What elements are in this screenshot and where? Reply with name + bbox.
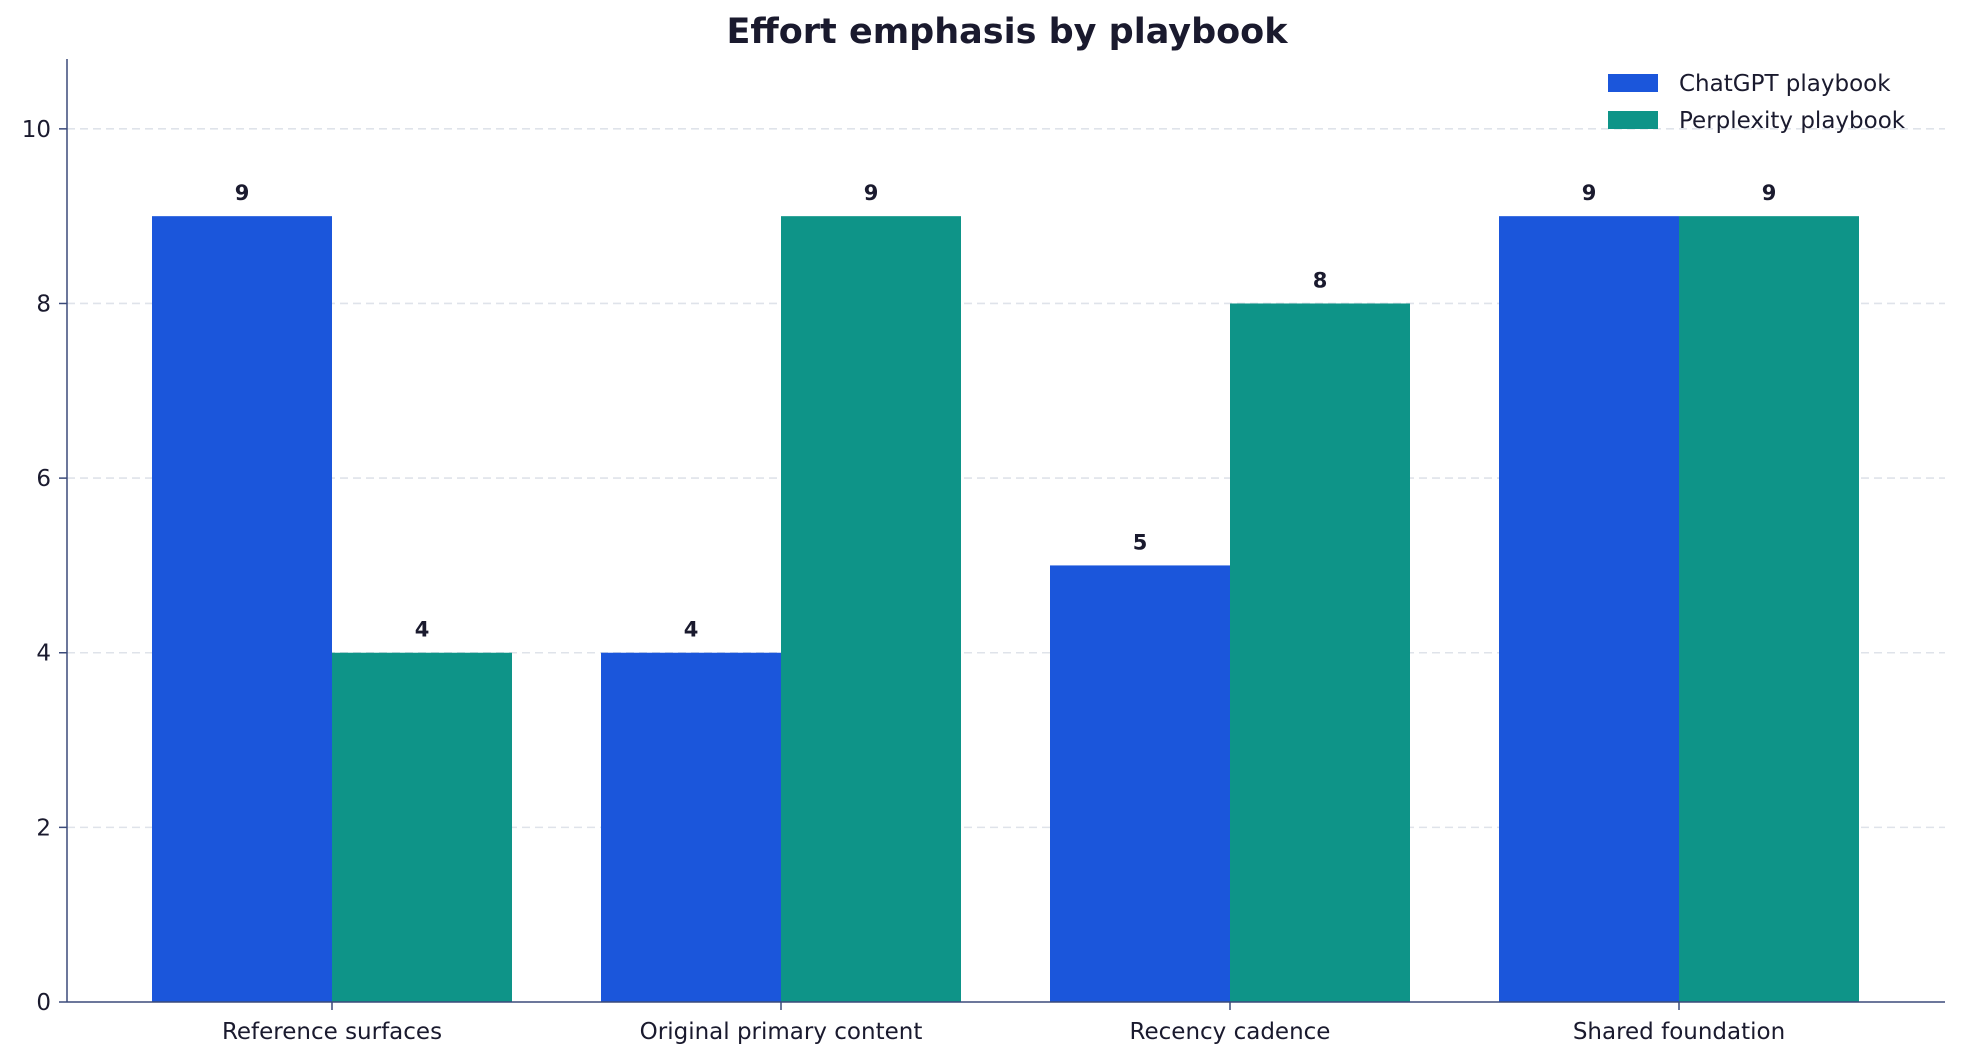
x-tick-label: Shared foundation: [1573, 1019, 1785, 1045]
bar-value-labels: 9 4 4 9 5 8 9 9: [235, 181, 1777, 642]
y-tick-label: 0: [36, 990, 51, 1016]
bar-value-label: 4: [415, 618, 430, 642]
x-tick-label: Recency cadence: [1130, 1019, 1331, 1045]
y-tick-label: 6: [36, 466, 51, 492]
legend: ChatGPT playbook Perplexity playbook: [1608, 71, 1906, 134]
bar: [1679, 216, 1859, 1002]
bar-value-label: 4: [684, 618, 699, 642]
axes: 0 2 4 6 8 10 Reference surfaces Original primar…: [22, 59, 1945, 1045]
bar: [601, 652, 781, 1002]
chart-title: Effort emphasis by playbook: [726, 12, 1288, 52]
bars: [152, 216, 1859, 1003]
bar-value-label: 9: [864, 181, 879, 205]
legend-label: Perplexity playbook: [1679, 108, 1906, 134]
bar: [1050, 565, 1230, 1002]
bar: [152, 216, 332, 1002]
x-tick-label: Original primary content: [640, 1019, 923, 1045]
bar: [1499, 216, 1679, 1002]
legend-swatch: [1608, 74, 1658, 92]
bar: [781, 216, 961, 1002]
bar: [1230, 303, 1410, 1003]
y-tick-label: 8: [36, 291, 51, 317]
bar-value-label: 8: [1313, 268, 1328, 292]
y-tick-label: 4: [36, 641, 51, 667]
legend-label: ChatGPT playbook: [1679, 71, 1891, 97]
bar: [332, 652, 512, 1002]
bar-value-label: 9: [1762, 181, 1777, 205]
x-tick-label: Reference surfaces: [222, 1019, 442, 1045]
y-tick-label: 10: [22, 117, 51, 143]
bar-value-label: 5: [1133, 530, 1148, 554]
legend-swatch: [1608, 111, 1658, 129]
y-tick-label: 2: [36, 815, 51, 841]
bar-value-label: 9: [235, 181, 250, 205]
bar-value-label: 9: [1582, 181, 1597, 205]
